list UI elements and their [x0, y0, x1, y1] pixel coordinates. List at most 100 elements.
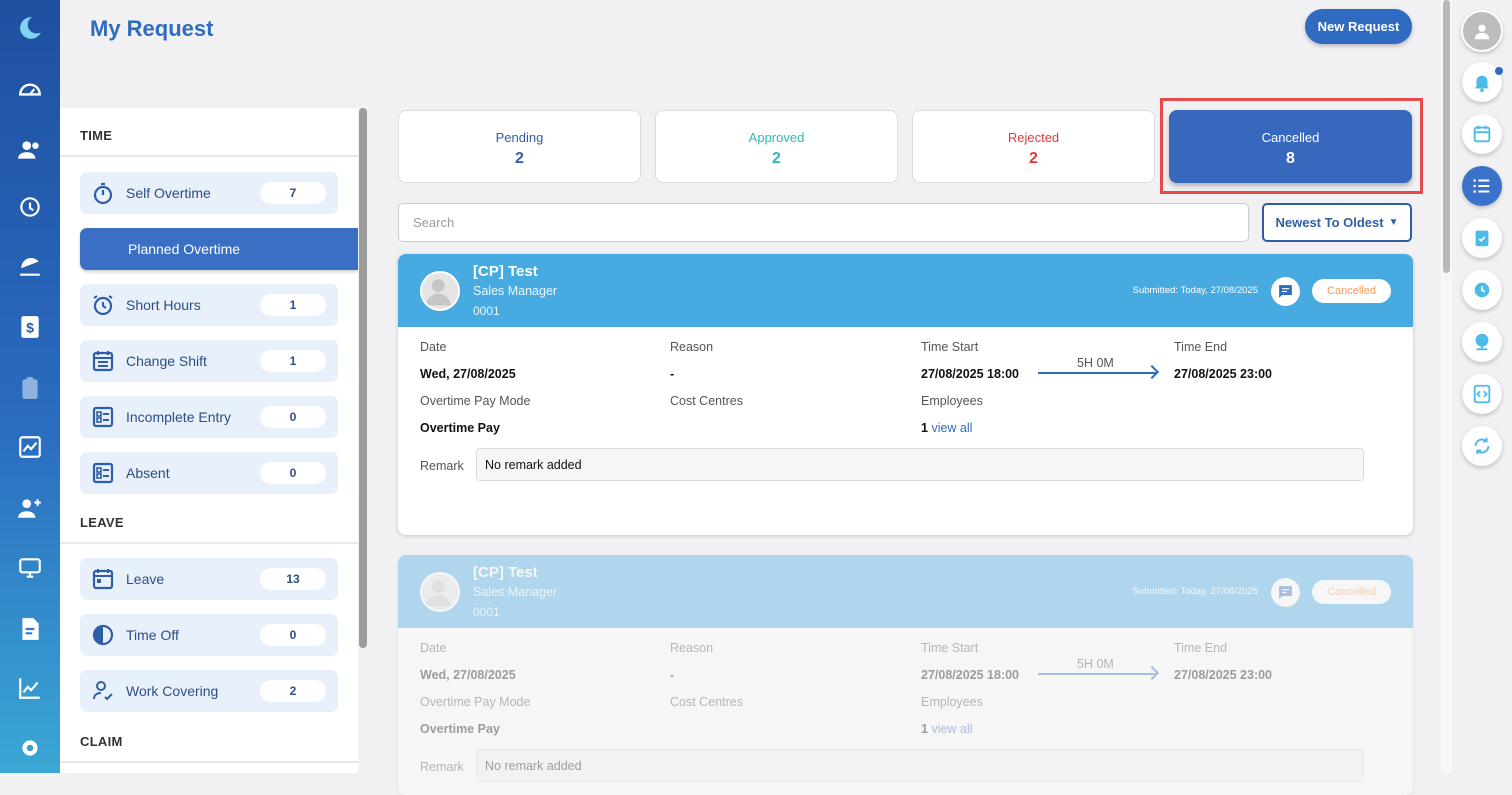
date-value: Wed, 27/08/2025: [420, 668, 516, 682]
dashboard-gauge-icon[interactable]: [14, 73, 46, 105]
settings-gear-icon[interactable]: [14, 732, 46, 764]
time-end-value: 27/08/2025 23:00: [1174, 668, 1273, 682]
arrow-right-icon: [1038, 372, 1156, 374]
sidebar-item-work-covering[interactable]: Work Covering 2: [80, 670, 338, 712]
claim-dollar-icon[interactable]: $: [14, 311, 46, 343]
divider: [60, 761, 358, 763]
sidebar-item-label: Self Overtime: [126, 185, 211, 201]
count-badge: 0: [260, 624, 326, 646]
monitor-icon[interactable]: [14, 552, 46, 584]
view-all-link[interactable]: view all: [931, 421, 973, 435]
reason-value: -: [670, 668, 675, 682]
count-badge: 13: [260, 568, 326, 590]
status-tab-rejected[interactable]: Rejected 2: [912, 110, 1155, 183]
line-chart-icon[interactable]: [14, 672, 46, 704]
employees-label: Employees: [921, 695, 983, 709]
request-card[interactable]: [CP] Test Sales Manager 0001 Submitted: …: [398, 254, 1413, 535]
request-card-header: [CP] Test Sales Manager 0001 Submitted: …: [398, 555, 1413, 628]
people-icon[interactable]: [14, 134, 46, 166]
employee-role: Sales Manager: [473, 284, 558, 298]
employee-name: [CP] Test: [473, 564, 538, 581]
sort-dropdown[interactable]: Newest To Oldest ▼: [1262, 203, 1412, 242]
stopwatch-icon: [90, 180, 116, 206]
status-tab-pending[interactable]: Pending 2: [398, 110, 641, 183]
remark-label: Remark: [420, 760, 464, 774]
sidebar-item-label: Incomplete Entry: [126, 409, 232, 425]
beach-umbrella-icon[interactable]: [14, 250, 46, 282]
employee-role: Sales Manager: [473, 585, 558, 599]
main-scrollbar[interactable]: [1441, 0, 1452, 773]
pay-mode-label: Overtime Pay Mode: [420, 394, 531, 408]
title-bar: My Request New Request: [60, 0, 1442, 60]
view-all-link[interactable]: view all: [931, 722, 973, 736]
chat-icon[interactable]: [1271, 277, 1300, 306]
sidebar-item-label: Work Covering: [126, 683, 219, 699]
calendar-icon[interactable]: [1462, 114, 1502, 154]
sidebar-item-time-off[interactable]: Time Off 0: [80, 614, 338, 656]
sidebar-item-incomplete-entry[interactable]: Incomplete Entry 0: [80, 396, 338, 438]
sidebar-item-label: Short Hours: [126, 297, 201, 313]
clock-icon[interactable]: [1462, 270, 1502, 310]
status-badge: Cancelled: [1312, 279, 1391, 303]
chat-icon[interactable]: [1271, 578, 1300, 607]
document-icon[interactable]: [14, 613, 46, 645]
divider: [60, 542, 358, 544]
date-value: Wed, 27/08/2025: [420, 367, 516, 381]
sidebar-item-label: Change Shift: [126, 353, 207, 369]
user-avatar-icon[interactable]: [1461, 10, 1503, 52]
history-clock-icon[interactable]: [14, 191, 46, 223]
code-icon[interactable]: [1462, 374, 1502, 414]
status-tab-approved[interactable]: Approved 2: [655, 110, 898, 183]
sidebar-item-short-hours[interactable]: Short Hours 1: [80, 284, 338, 326]
status-tab-count: 8: [1286, 150, 1295, 167]
request-card-header: [CP] Test Sales Manager 0001 Submitted: …: [398, 254, 1413, 327]
clipboard-icon[interactable]: [14, 372, 46, 404]
status-tab-count: 2: [772, 150, 781, 167]
sidebar-item-planned-overtime[interactable]: Planned Overtime: [80, 228, 358, 270]
employees-count: 1 view all: [921, 421, 972, 435]
chart-board-icon[interactable]: [14, 431, 46, 463]
list-icon[interactable]: [1462, 166, 1502, 206]
status-tab-count: 2: [1029, 150, 1038, 167]
new-request-button[interactable]: New Request: [1305, 9, 1412, 44]
employees-label: Employees: [921, 394, 983, 408]
date-label: Date: [420, 641, 447, 655]
sidebar-item-self-overtime[interactable]: Self Overtime 7: [80, 172, 338, 214]
refresh-icon[interactable]: [1462, 426, 1502, 466]
remark-box: No remark added: [476, 749, 1364, 782]
clipboard-check-icon[interactable]: [1462, 218, 1502, 258]
time-end-label: Time End: [1174, 641, 1228, 655]
time-start-value: 27/08/2025 18:00: [921, 367, 1020, 381]
time-start-label: Time Start: [921, 641, 979, 655]
moon-logo-icon[interactable]: [14, 12, 46, 44]
employee-code: 0001: [473, 605, 500, 619]
time-end-label: Time End: [1174, 340, 1228, 354]
time-start-value: 27/08/2025 18:00: [921, 668, 1020, 682]
add-user-icon[interactable]: [14, 492, 46, 524]
sidebar-item-leave[interactable]: Leave 13: [80, 558, 338, 600]
employees-count-value: 1: [921, 421, 928, 435]
sidebar-item-label: Time Off: [126, 627, 179, 643]
date-label: Date: [420, 340, 447, 354]
scrollbar-thumb[interactable]: [1443, 0, 1450, 273]
sidebar-scrollbar[interactable]: [358, 108, 368, 773]
search-input[interactable]: [398, 203, 1249, 242]
status-tab-count: 2: [515, 150, 524, 167]
duration: 5H 0M: [1077, 657, 1114, 671]
scrollbar-thumb[interactable]: [359, 108, 367, 648]
status-tab-label: Approved: [748, 130, 805, 145]
count-badge: 2: [260, 680, 326, 702]
pay-mode-value: Overtime Pay: [420, 421, 500, 435]
sidebar-item-absent[interactable]: Absent 0: [80, 452, 338, 494]
count-badge: 1: [260, 350, 326, 372]
divider: [60, 155, 358, 157]
globe-icon[interactable]: [1462, 322, 1502, 362]
count-badge: 1: [260, 294, 326, 316]
sidebar-item-change-shift[interactable]: Change Shift 1: [80, 340, 338, 382]
caret-down-icon: ▼: [1388, 217, 1399, 228]
status-tab-cancelled[interactable]: Cancelled 8: [1169, 110, 1412, 183]
checklist-icon: [90, 404, 116, 430]
bell-icon[interactable]: [1462, 62, 1502, 102]
request-card[interactable]: [CP] Test Sales Manager 0001 Submitted: …: [398, 555, 1413, 795]
reason-value: -: [670, 367, 675, 381]
